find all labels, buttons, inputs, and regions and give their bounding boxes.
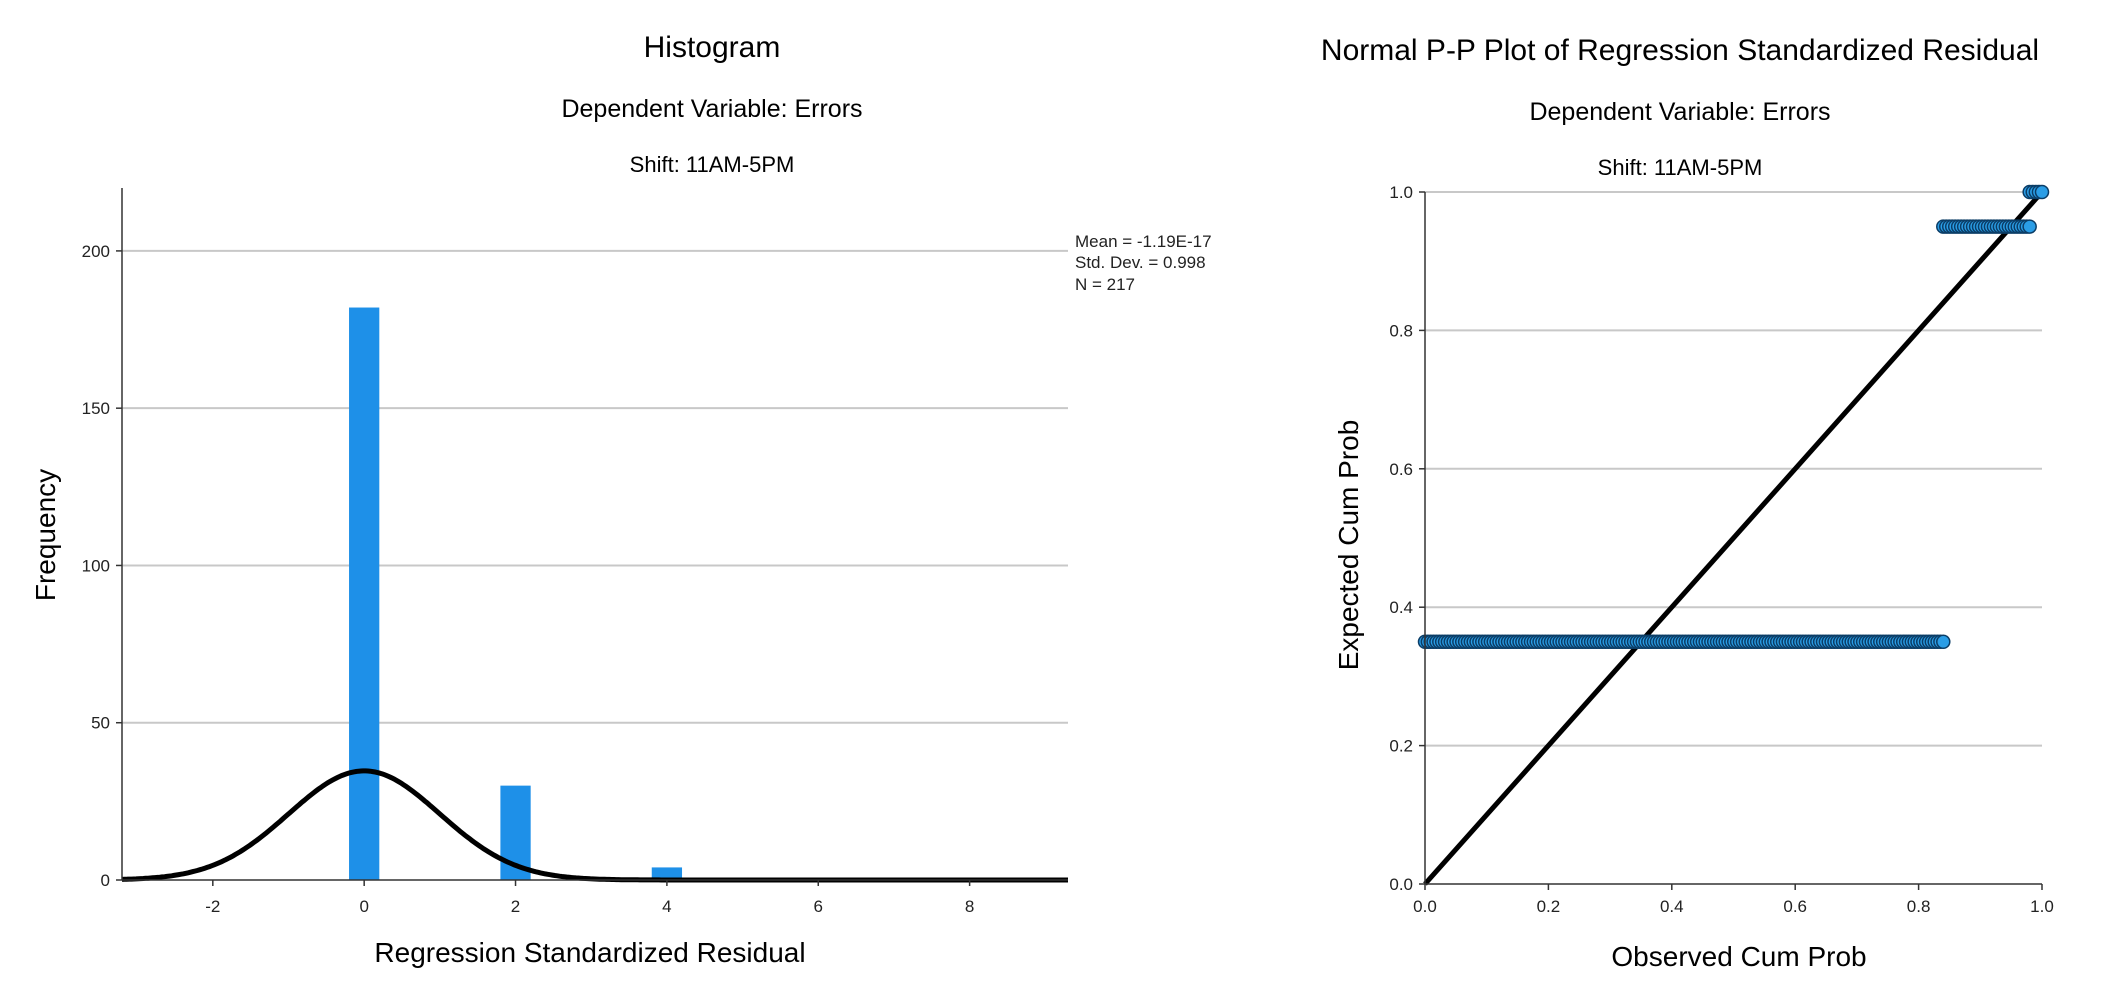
reference-line [1423,190,2044,886]
histogram-x-tick-label: -2 [205,897,220,916]
pp-plot-x-tick-label: 1.0 [2030,897,2054,916]
pp-plot-y-tick-label: 0.0 [1389,875,1413,894]
pp-plot-x-tick-label: 0.2 [1537,897,1561,916]
pp-plot-y-tick-label: 0.8 [1389,321,1413,340]
histogram-y-tick-label: 50 [91,714,110,733]
pp-plot-title: Normal P-P Plot of Regression Standardiz… [1321,34,2039,67]
histogram-x-tick-label: 6 [814,897,823,916]
pp-plot-point [1936,634,1951,650]
histogram-panel-label: Shift: 11AM-5PM [630,152,795,177]
histogram-y-tick-label: 0 [101,871,110,890]
histogram-gridlines [122,249,1068,724]
pp-plot-panel-label: Shift: 11AM-5PM [1598,155,1763,180]
histogram-y-tick-label: 200 [82,242,110,261]
histogram-title: Histogram [644,31,781,64]
histogram-y-tick-label: 150 [82,399,110,418]
pp-plot-points [1417,184,2050,650]
pp-plot-x-tick-label: 0.8 [1907,897,1931,916]
pp-plot-point [2022,219,2037,234]
pp-plot-y-ticks: 0.0 0.2 0.4 0.6 0.8 1.0 [1389,183,1425,894]
histogram-x-tick-label: 8 [965,897,974,916]
pp-plot-gridlines [1425,191,2042,747]
histogram-bar [651,867,683,880]
histogram-panel: Histogram Dependent Variable: Errors Shi… [30,31,1212,968]
pp-plot-panel: Normal P-P Plot of Regression Standardiz… [1321,34,2054,972]
pp-plot-x-tick-label: 0.0 [1413,897,1437,916]
pp-plot-x-tick-label: 0.4 [1660,897,1684,916]
pp-plot-y-tick-label: 0.4 [1389,598,1413,617]
histogram-y-axis-title: Frequency [30,469,61,601]
pp-plot-x-axis-title: Observed Cum Prob [1611,941,1866,972]
histogram-bar [349,307,380,880]
pp-plot-x-tick-label: 0.6 [1783,897,1807,916]
pp-plot-x-ticks: 0.0 0.2 0.4 0.6 0.8 1.0 [1413,884,2054,916]
histogram-x-axis-title: Regression Standardized Residual [374,937,805,968]
histogram-bars [349,307,683,880]
pp-plot-y-tick-label: 0.2 [1389,737,1413,756]
stats-n: N = 217 [1075,275,1135,294]
normal-curve [121,768,1068,883]
pp-plot-subtitle: Dependent Variable: Errors [1529,98,1830,126]
histogram-x-tick-label: 2 [511,897,520,916]
stats-std-dev: Std. Dev. = 0.998 [1075,253,1206,272]
pp-plot-point [2034,184,2050,200]
histogram-y-tick-label: 100 [82,556,110,575]
pp-plot-y-tick-label: 1.0 [1389,183,1413,202]
pp-plot-y-tick-label: 0.6 [1389,460,1413,479]
histogram-subtitle: Dependent Variable: Errors [561,95,862,123]
pp-plot-y-axis-title: Expected Cum Prob [1333,420,1364,671]
histogram-x-tick-label: 4 [662,897,671,916]
histogram-x-ticks: -2 0 2 4 6 8 [205,880,974,916]
stats-mean: Mean = -1.19E-17 [1075,232,1212,251]
histogram-y-ticks: 0 50 100 150 200 [82,242,122,890]
histogram-x-tick-label: 0 [359,897,368,916]
